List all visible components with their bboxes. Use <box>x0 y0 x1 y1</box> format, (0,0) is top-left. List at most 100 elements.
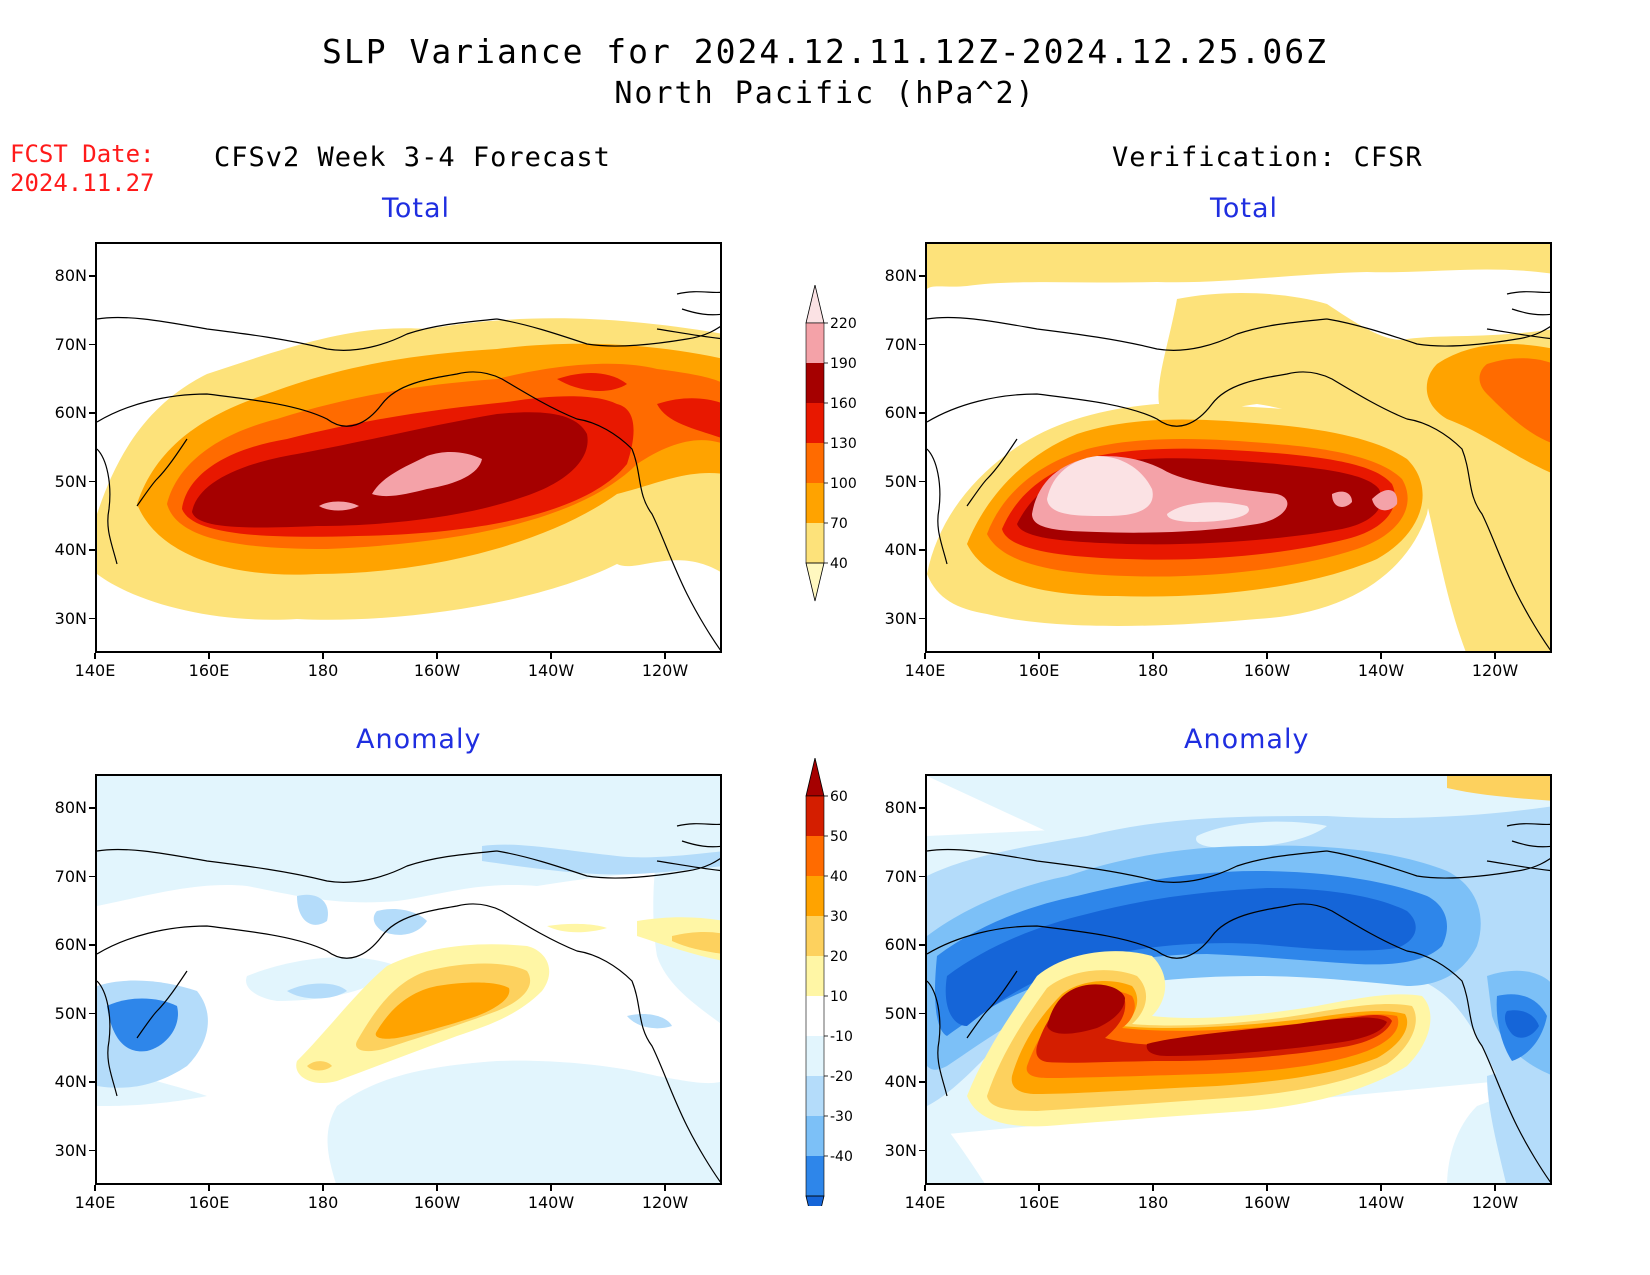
lat-tick <box>919 944 925 946</box>
lat-label-tl: 80N <box>54 266 87 286</box>
lon-tick <box>436 1185 438 1191</box>
main-title: SLP Variance for 2024.12.11.12Z-2024.12.… <box>322 32 1328 71</box>
colorbar-anomaly-svg: -40 -30 -20 -10 10 20 30 40 50 60 <box>805 757 853 1235</box>
lon-label-tr: 120W <box>1471 661 1519 680</box>
lat-label-br: 70N <box>884 866 917 886</box>
lon-label-bl: 140E <box>74 1193 116 1212</box>
map-forecast-total <box>97 244 720 651</box>
lat-label-tr: 40N <box>884 540 917 560</box>
colorbar-top-arrow <box>805 757 825 797</box>
lat-label-bl: 60N <box>54 935 87 955</box>
colorbar-segment <box>806 403 824 443</box>
lon-label-bl: 160E <box>188 1193 230 1212</box>
lon-tick <box>208 1185 210 1191</box>
lon-tick <box>322 1185 324 1191</box>
colorbar-label: -20 <box>830 1069 853 1085</box>
colorbar-segment <box>806 996 824 1036</box>
lat-tick <box>919 1012 925 1015</box>
lon-label-bl: 120W <box>641 1193 689 1212</box>
lon-tick <box>1266 653 1268 659</box>
fcst-date-label: FCST Date: <box>10 140 155 168</box>
lon-tick <box>1494 653 1496 659</box>
lat-tick <box>919 549 925 551</box>
colorbar-label: 20 <box>830 949 848 965</box>
colorbar-label: 160 <box>830 396 857 412</box>
colorbar-label: 50 <box>830 829 848 845</box>
lon-tick <box>94 1185 96 1191</box>
lon-label-tr: 160W <box>1243 661 1291 680</box>
colorbar-segment <box>806 1036 824 1076</box>
lon-label-br: 140W <box>1357 1193 1405 1212</box>
lat-label-tl: 70N <box>54 334 87 354</box>
lon-label-br: 180 <box>1137 1193 1169 1212</box>
colorbar-total: 40 70 100 130 160 190 220 <box>800 284 880 615</box>
lon-tick <box>1152 1185 1154 1191</box>
lon-label-tr: 160E <box>1018 661 1060 680</box>
map-panel-forecast-total <box>95 242 722 653</box>
lat-tick <box>89 1012 95 1015</box>
lat-label-tr: 50N <box>884 471 917 491</box>
lat-label-br: 40N <box>884 1072 917 1092</box>
colorbar-label: -10 <box>830 1029 853 1045</box>
lat-label-tl: 50N <box>54 471 87 491</box>
lon-label-bl: 180 <box>307 1193 339 1212</box>
colorbar-segment <box>806 523 824 563</box>
colorbar-label: -30 <box>830 1109 853 1125</box>
colorbar-segment <box>806 443 824 483</box>
lat-tick <box>89 807 95 809</box>
lon-label-tl: 140W <box>527 661 575 680</box>
lat-tick <box>919 275 925 277</box>
map-panel-forecast-anomaly <box>95 774 722 1185</box>
lat-tick <box>919 875 925 878</box>
lon-tick <box>1152 653 1154 659</box>
colorbar-segment <box>806 1156 824 1196</box>
lon-label-tr: 140W <box>1357 661 1405 680</box>
lat-label-tl: 30N <box>54 608 87 628</box>
lat-tick <box>919 412 925 414</box>
lat-label-tr: 60N <box>884 403 917 423</box>
lon-label-tl: 180 <box>307 661 339 680</box>
colorbar-segment <box>806 916 824 956</box>
lat-label-bl: 80N <box>54 798 87 818</box>
colorbar-segment <box>806 483 824 523</box>
lat-tick <box>89 875 95 878</box>
lat-label-bl: 50N <box>54 1003 87 1023</box>
colorbar-label: 30 <box>830 909 848 925</box>
lon-tick <box>208 653 210 659</box>
lon-tick <box>436 653 438 659</box>
colorbar-segment <box>806 876 824 916</box>
lon-label-bl: 140W <box>527 1193 575 1212</box>
lat-tick <box>919 807 925 809</box>
lon-label-tl: 160E <box>188 661 230 680</box>
lat-tick <box>89 944 95 946</box>
colorbar-label: 190 <box>830 356 857 372</box>
lat-tick <box>89 412 95 414</box>
colorbar-segment <box>806 836 824 876</box>
lat-label-br: 60N <box>884 935 917 955</box>
fcst-date-value: 2024.11.27 <box>10 169 155 197</box>
colorbar-bottom-arrow <box>805 1195 825 1235</box>
map-forecast-anomaly <box>97 776 720 1183</box>
lat-tick <box>919 1081 925 1083</box>
lat-tick <box>89 549 95 551</box>
map-verification-anomaly <box>927 776 1550 1183</box>
column-header-forecast: CFSv2 Week 3-4 Forecast <box>214 142 611 173</box>
lat-tick <box>89 343 95 346</box>
colorbar-segment <box>806 1116 824 1156</box>
main-subtitle: North Pacific (hPa^2) <box>614 76 1036 111</box>
lat-tick <box>919 1149 925 1152</box>
colorbar-bottom-arrow <box>805 562 825 602</box>
map-panel-verification-anomaly <box>925 774 1552 1185</box>
lon-label-tl: 140E <box>74 661 116 680</box>
lon-label-br: 160E <box>1018 1193 1060 1212</box>
lat-tick <box>89 1081 95 1083</box>
colorbar-label: 40 <box>830 556 848 572</box>
lon-tick <box>1380 653 1382 659</box>
lat-label-br: 80N <box>884 798 917 818</box>
lat-tick <box>919 617 925 620</box>
lat-label-br: 50N <box>884 1003 917 1023</box>
panel-title-forecast-total: Total <box>382 193 451 224</box>
lon-tick <box>1380 1185 1382 1191</box>
lon-tick <box>664 1185 666 1191</box>
lon-tick <box>550 653 552 659</box>
